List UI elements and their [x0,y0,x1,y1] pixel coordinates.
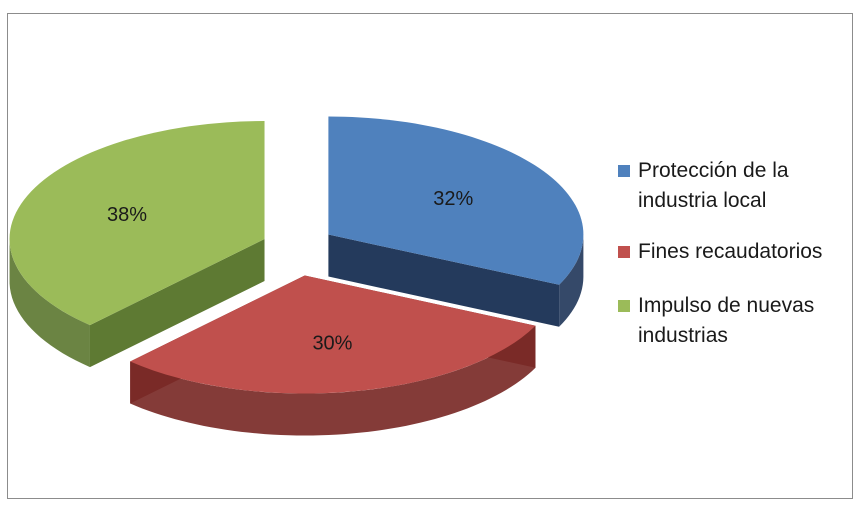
pie-slice [328,116,584,285]
slice-side-face [328,234,560,327]
legend-label: Protección de la [638,159,789,182]
legend-swatch-blue [618,165,630,177]
slice-data-label: 30% [312,333,352,355]
slice-rim [9,236,90,368]
legend-label-line2: industrias [638,324,728,347]
slice-side-face [89,239,265,368]
legend-swatch-green [618,300,630,312]
legend-item-proteccion: Protección de la industria local [616,156,856,216]
legend-item-fines: Fines recaudatorios [616,237,856,267]
slice-data-label: 38% [107,204,147,226]
legend-label: Impulso de nuevas [638,294,815,317]
slice-data-label: 32% [433,188,473,210]
legend-label-line2: industria local [638,189,767,212]
legend-item-impulso: Impulso de nuevas industrias [616,291,856,351]
legend-swatch-red [618,246,630,258]
chart-area: 32% 30% 38% Protección de la industria loc… [7,13,853,499]
slice-rim [559,235,584,327]
legend-label: Fines recaudatorios [638,240,823,263]
pie-chart: 32% 30% 38% [9,116,584,436]
pie-data-labels: 32% 30% 38% [107,188,474,355]
slice-rim [130,325,536,436]
legend: Protección de la industria local Fines r… [616,156,856,372]
pie-slice [9,121,265,326]
pie-slice [130,275,536,394]
pie-top-layer [9,116,584,394]
